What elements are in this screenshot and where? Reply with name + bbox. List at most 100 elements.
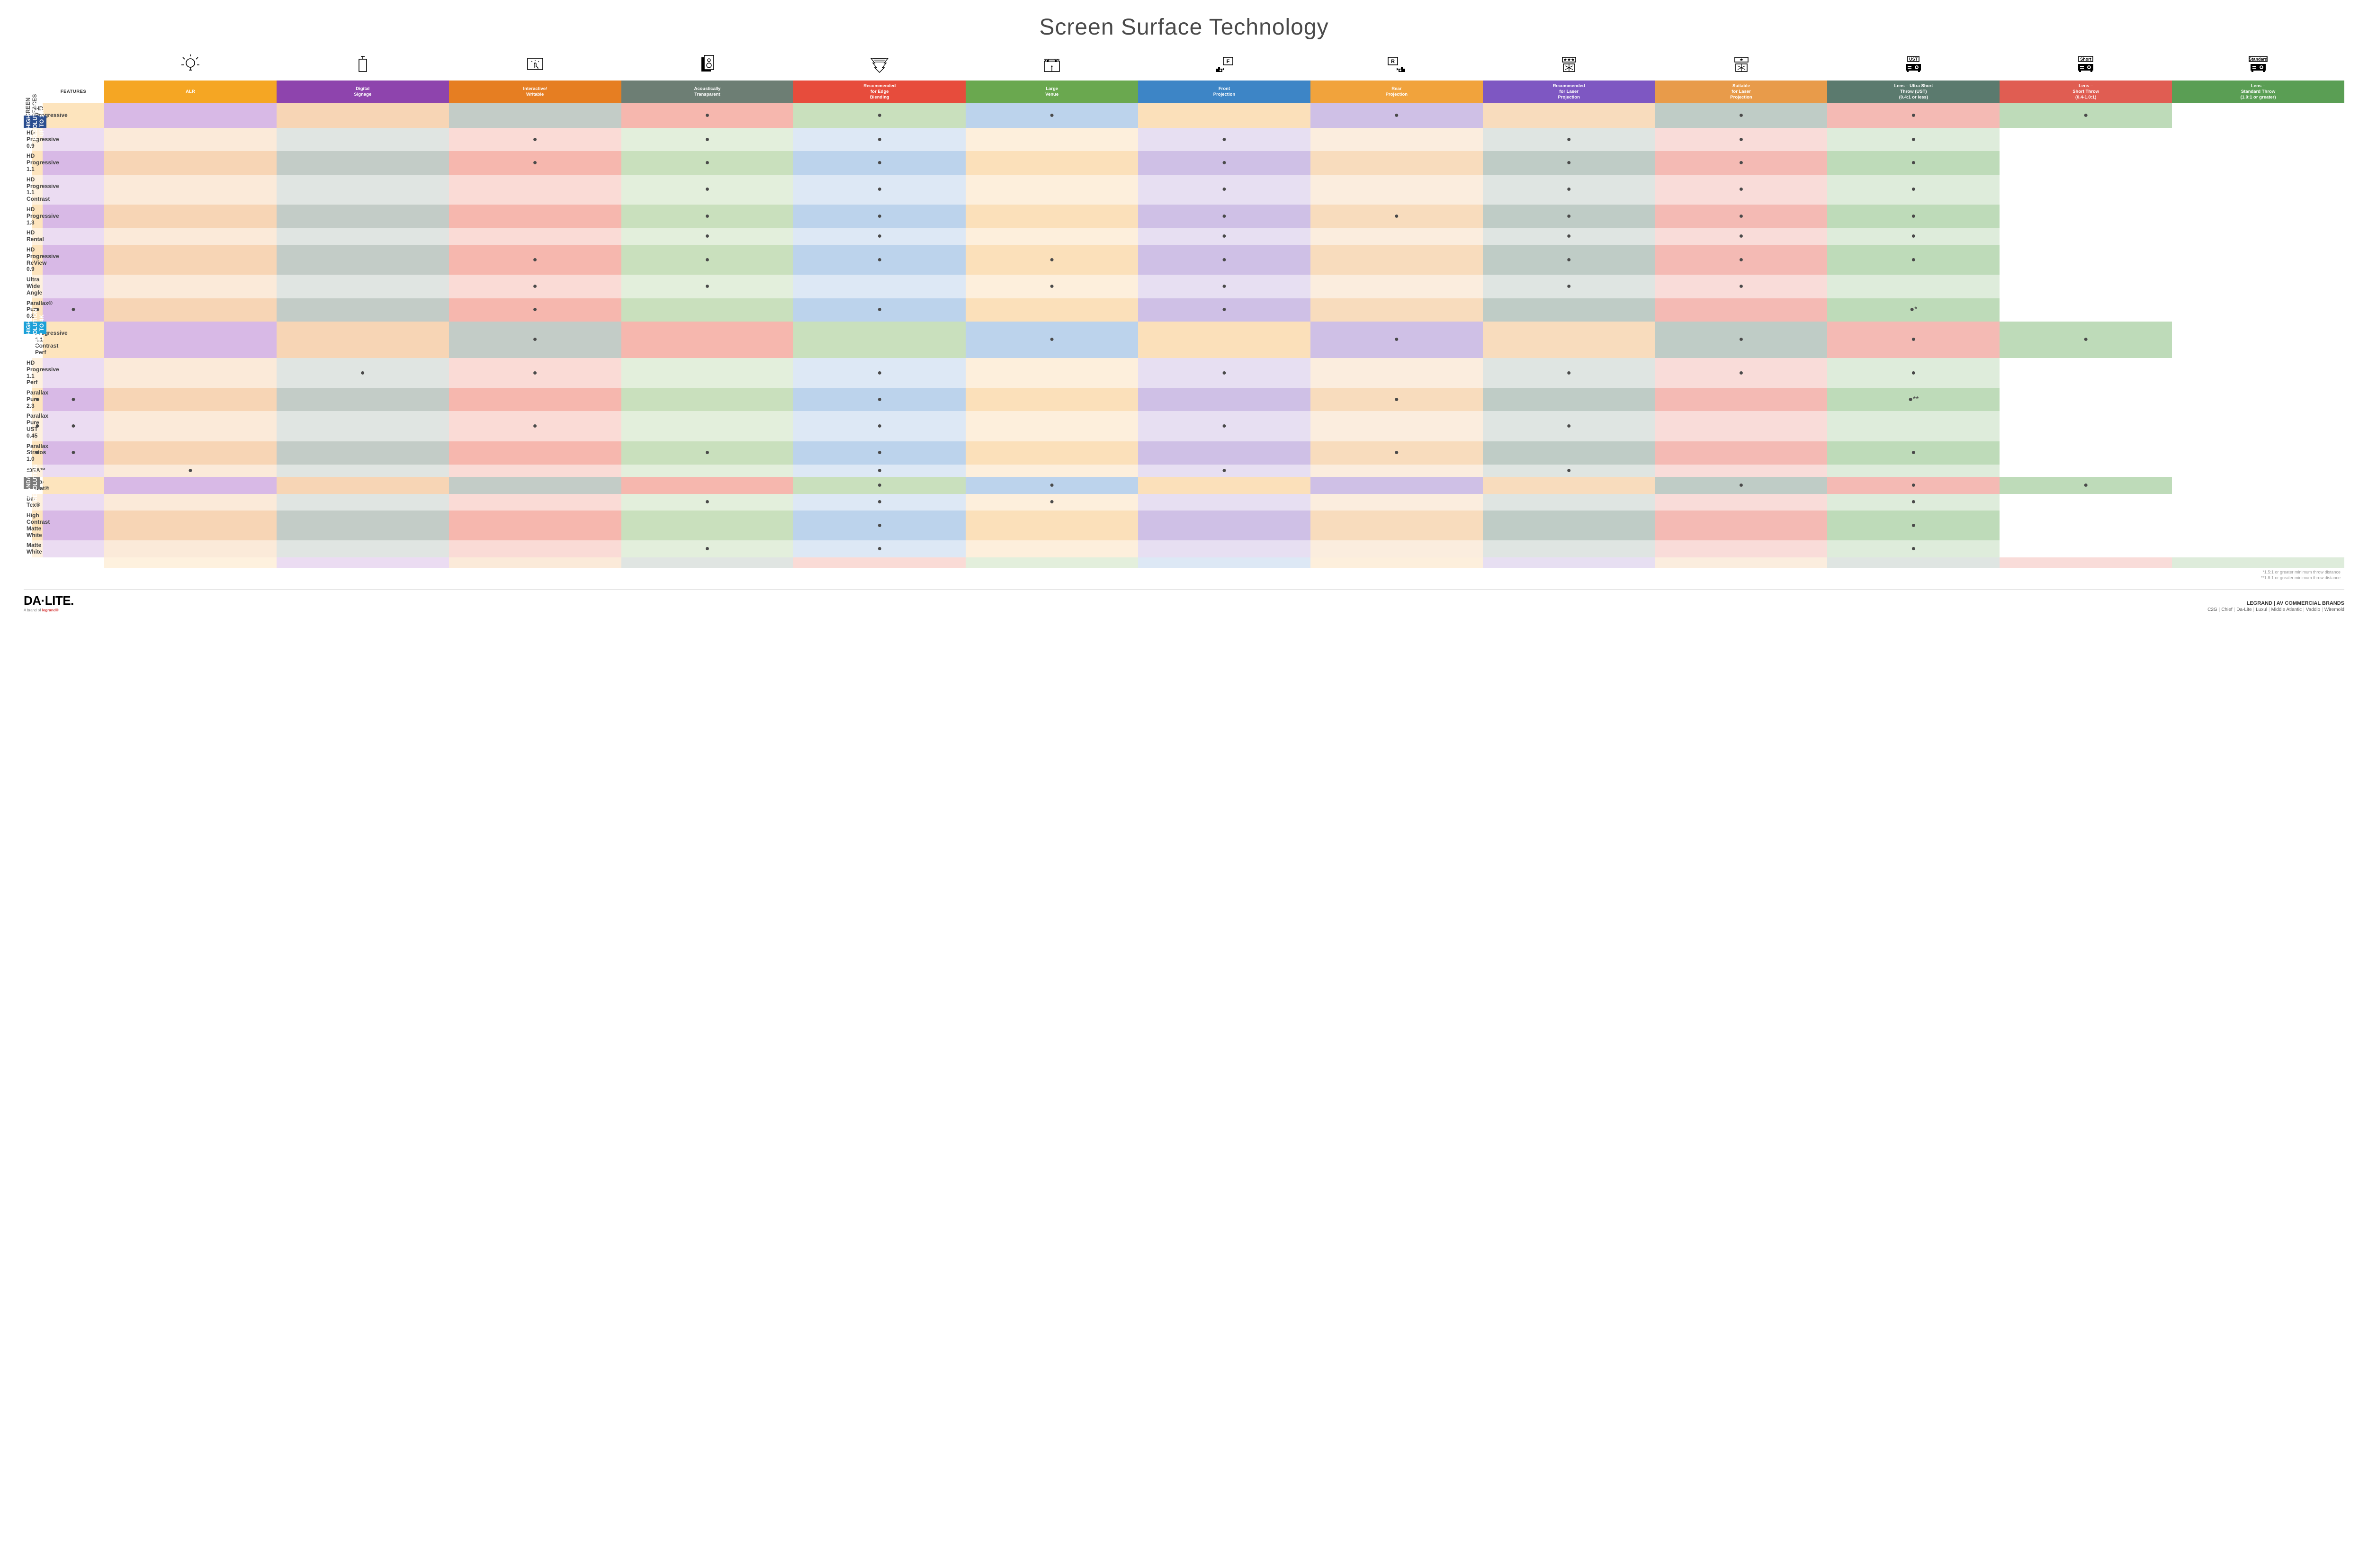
cell-suitlaser: ● xyxy=(1310,388,1483,411)
cell-front: ● xyxy=(793,175,966,205)
cell-front: ● xyxy=(793,465,966,477)
cell-std xyxy=(1827,411,2000,441)
cell-short xyxy=(1655,411,1828,441)
col-header-dsign: DigitalSignage xyxy=(277,81,449,103)
cell-suitlaser xyxy=(1310,175,1483,205)
col-header-alr: ALR xyxy=(104,81,277,103)
cell-reclaser: ● xyxy=(1138,245,1310,275)
cell-interactive xyxy=(104,511,277,540)
cell-std: ● xyxy=(1827,228,2000,245)
cell-interactive xyxy=(104,388,277,411)
cell-edge: ● xyxy=(449,411,621,441)
col-header-ust: Lens – Ultra ShortThrow (UST)(0.4:1 or l… xyxy=(1827,81,2000,103)
cell-suitlaser: ● xyxy=(1310,205,1483,228)
cell-rear xyxy=(966,388,1138,411)
cell-rear xyxy=(966,151,1138,174)
cell-acoustic: ● xyxy=(449,322,621,358)
icon-large xyxy=(966,52,1138,81)
cell-dsign xyxy=(43,175,104,205)
cell-short xyxy=(1655,511,1828,540)
cell-acoustic xyxy=(277,151,449,174)
logo-block: DA·LITE. A brand of legrand® xyxy=(24,593,74,612)
cell-edge xyxy=(449,205,621,228)
svg-text:★: ★ xyxy=(1739,57,1743,62)
cell-suitlaser xyxy=(1483,477,1655,494)
cell-ust: ● xyxy=(1483,411,1655,441)
col-header-large: LargeVenue xyxy=(966,81,1138,103)
cell-large: ● xyxy=(621,494,794,511)
cell-dsign xyxy=(104,477,277,494)
col-header-interactive: Interactive/Writable xyxy=(449,81,621,103)
cell-front: ● xyxy=(793,511,966,540)
cell-large xyxy=(621,358,794,388)
cell-rear: ● xyxy=(966,275,1138,298)
icon-suitlaser: ★ xyxy=(1655,52,1828,81)
cell-std: ● xyxy=(2000,103,2172,128)
row-label: High ContrastMatte White xyxy=(24,511,32,540)
brand-heading: LEGRAND | AV COMMERCIAL BRANDS xyxy=(2207,600,2344,606)
cell-std: ●* xyxy=(1827,298,2000,322)
cell-dsign xyxy=(43,228,104,245)
cell-front: ● xyxy=(793,205,966,228)
cell-short xyxy=(1655,494,1828,511)
cell-interactive xyxy=(104,540,277,557)
cell-short: ● xyxy=(1827,477,2000,494)
cell-edge xyxy=(621,477,794,494)
icon-short: Short xyxy=(2000,52,2172,81)
cell-suitlaser xyxy=(1310,465,1483,477)
cell-edge: ● xyxy=(621,103,794,128)
cell-reclaser: ● xyxy=(1138,411,1310,441)
cell-acoustic xyxy=(277,511,449,540)
cell-interactive xyxy=(104,441,277,465)
cell-acoustic xyxy=(277,205,449,228)
cell-short xyxy=(1655,441,1828,465)
cell-ust: ● xyxy=(1655,322,1828,358)
cell-front: ● xyxy=(793,494,966,511)
cell-front: ● xyxy=(793,411,966,441)
cell-rear xyxy=(1138,103,1310,128)
cell-rear xyxy=(1138,477,1310,494)
cell-interactive xyxy=(104,245,277,275)
icon-dsign xyxy=(277,52,449,81)
cell-ust: ● xyxy=(1483,151,1655,174)
cell-std xyxy=(1827,465,2000,477)
cell-edge xyxy=(449,465,621,477)
cell-acoustic xyxy=(277,245,449,275)
features-header: FEATURES xyxy=(43,81,104,103)
cell-std: ● xyxy=(1827,128,2000,151)
cell-acoustic: ● xyxy=(277,358,449,388)
cell-interactive xyxy=(104,494,277,511)
row-label: Ultra Wide Angle xyxy=(24,275,32,298)
cell-std: ● xyxy=(1827,494,2000,511)
cell-reclaser: ● xyxy=(1138,205,1310,228)
cell-rear xyxy=(966,228,1138,245)
cell-dsign xyxy=(43,358,104,388)
cell-reclaser: ● xyxy=(1138,465,1310,477)
cell-rear: ● xyxy=(966,494,1138,511)
cell-reclaser xyxy=(1138,388,1310,411)
icon-std: Standard xyxy=(2172,52,2344,81)
cell-acoustic xyxy=(277,441,449,465)
icon-acoustic xyxy=(621,52,794,81)
cell-interactive xyxy=(277,322,449,358)
cell-suitlaser xyxy=(1310,540,1483,557)
cell-suitlaser xyxy=(1310,358,1483,388)
cell-large: ● xyxy=(621,128,794,151)
cell-dsign: ● xyxy=(43,411,104,441)
cell-short: ● xyxy=(1655,151,1828,174)
cell-suitlaser xyxy=(1310,411,1483,441)
cell-std: ● xyxy=(1827,358,2000,388)
cell-dsign: ● xyxy=(43,441,104,465)
cell-suitlaser xyxy=(1310,494,1483,511)
col-header-acoustic: AcousticallyTransparent xyxy=(621,81,794,103)
row-label: HD Progressive1.1 Contrast xyxy=(24,175,32,205)
cell-front xyxy=(793,275,966,298)
logo-sub: A brand of legrand® xyxy=(24,608,74,612)
cell-rear: ● xyxy=(966,245,1138,275)
icon-rear: R xyxy=(1310,52,1483,81)
cell-ust xyxy=(1483,441,1655,465)
cell-ust: ● xyxy=(1483,465,1655,477)
logo-main: DA·LITE. xyxy=(24,593,74,608)
cell-edge xyxy=(449,511,621,540)
cell-large: ● xyxy=(621,441,794,465)
